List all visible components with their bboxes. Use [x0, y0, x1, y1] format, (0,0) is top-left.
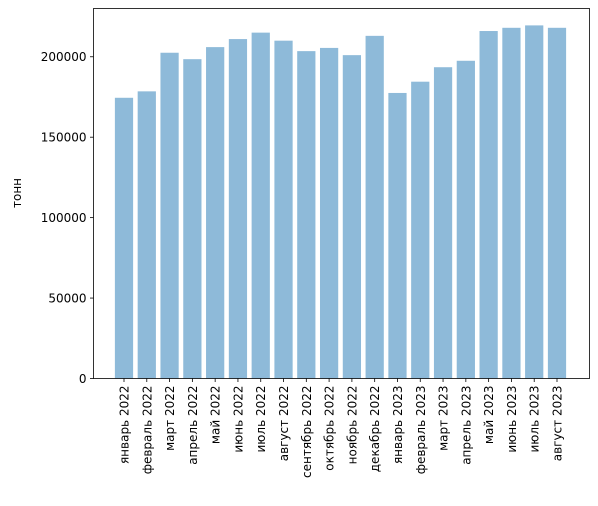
bar	[228, 39, 248, 379]
bar	[502, 27, 521, 379]
bar	[319, 47, 339, 379]
x-tick-label: январь 2023	[391, 386, 405, 465]
x-tick-label: октябрь 2022	[323, 386, 337, 471]
bar	[183, 59, 202, 379]
bar	[411, 81, 430, 379]
x-tick-label: апрель 2023	[459, 386, 473, 465]
x-tick-label: май 2023	[482, 386, 496, 445]
bar	[388, 92, 407, 379]
x-tick-label: июль 2023	[528, 386, 542, 453]
y-tick-label: 150000	[41, 130, 87, 144]
x-tick-label: июнь 2022	[231, 386, 245, 453]
x-ticks-group: январь 2022 февраль 2022 март 2022 апрель 2…	[118, 378, 565, 478]
axes-group	[93, 8, 590, 379]
x-tick-label: февраль 2023	[414, 386, 428, 475]
x-tick-label: август 2023	[551, 386, 565, 462]
bar	[365, 35, 384, 379]
x-tick-label: март 2022	[163, 386, 177, 451]
x-tick-label: ноябрь 2022	[345, 386, 359, 465]
bar	[456, 60, 475, 379]
y-axis-label: тонн	[10, 178, 24, 208]
bar	[525, 25, 544, 379]
y-tick-label: 50000	[48, 291, 86, 305]
bar	[160, 52, 179, 379]
bar	[274, 40, 293, 379]
bar	[342, 55, 362, 379]
plot-frame	[93, 8, 590, 379]
bar	[251, 32, 270, 379]
x-tick-label: июнь 2023	[505, 386, 519, 453]
x-tick-label: декабрь 2022	[368, 386, 382, 473]
x-tick-label: февраль 2022	[140, 386, 154, 475]
y-tick-label: 0	[79, 372, 87, 386]
x-tick-label: январь 2022	[118, 386, 132, 465]
x-tick-label: июль 2022	[254, 386, 268, 453]
bars-group	[114, 25, 567, 379]
bar	[547, 27, 567, 379]
bar	[206, 47, 225, 379]
x-tick-label: август 2022	[277, 386, 291, 462]
y-tick-label: 200000	[41, 50, 87, 64]
x-tick-label: май 2022	[209, 386, 223, 445]
x-tick-label: март 2023	[437, 386, 451, 451]
bar	[114, 97, 134, 379]
y-ticks-group: 0 50000 100000 150000 200000	[41, 50, 94, 386]
y-tick-label: 100000	[41, 211, 87, 225]
x-tick-label: сентябрь 2022	[300, 386, 314, 478]
bar	[433, 67, 453, 379]
bar	[479, 31, 498, 379]
x-tick-label: апрель 2022	[186, 386, 200, 465]
bar	[137, 91, 156, 379]
bar	[297, 51, 316, 379]
